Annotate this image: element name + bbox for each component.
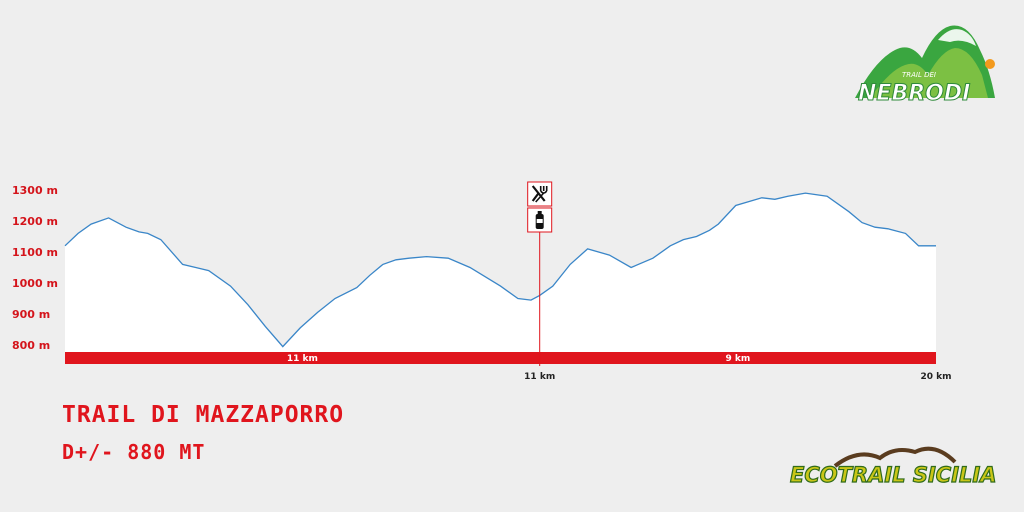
segment-label: 9 km: [725, 354, 750, 364]
svg-text:NEBRODI: NEBRODI: [858, 81, 970, 106]
drink-icon: [535, 211, 544, 229]
y-tick-label: 1000 m: [12, 277, 58, 290]
svg-text:TRAIL DEI: TRAIL DEI: [902, 71, 936, 79]
trail-dei-nebrodi-logo: TRAIL DEI NEBRODI: [855, 25, 995, 107]
aid-station-marker: [527, 181, 553, 366]
y-tick-label: 900 m: [12, 308, 50, 321]
segment-label: 11 km: [287, 354, 318, 364]
elevation-profile-line: [64, 192, 936, 348]
ecotrail-sicilia-logo: ECOTRAIL SICILIA: [789, 446, 997, 488]
y-tick-label: 800 m: [12, 339, 50, 352]
segment-labels: 11 km 9 km: [287, 354, 750, 364]
svg-text:ECOTRAIL SICILIA: ECOTRAIL SICILIA: [790, 463, 996, 487]
food-icon: [531, 185, 548, 203]
y-tick-label: 1300 m: [12, 184, 58, 197]
y-tick-label: 1200 m: [12, 215, 58, 228]
y-tick-label: 1100 m: [12, 246, 58, 259]
km-marker-label: 11 km: [524, 372, 555, 382]
elevation-profile-area: [65, 193, 936, 352]
km-marker-label: 20 km: [920, 372, 951, 382]
elevation-gain: D+/- 880 MT: [62, 440, 206, 464]
y-axis: 1300 m 1200 m 1100 m 1000 m 900 m 800 m: [12, 184, 58, 352]
elevation-profile-chart: 1300 m 1200 m 1100 m 1000 m 900 m 800 m 11 km…: [12, 181, 952, 382]
race-title: TRAIL DI MAZZAPORRO: [62, 402, 345, 428]
distance-bar: [65, 352, 936, 364]
km-markers: 11 km 20 km: [524, 372, 951, 382]
